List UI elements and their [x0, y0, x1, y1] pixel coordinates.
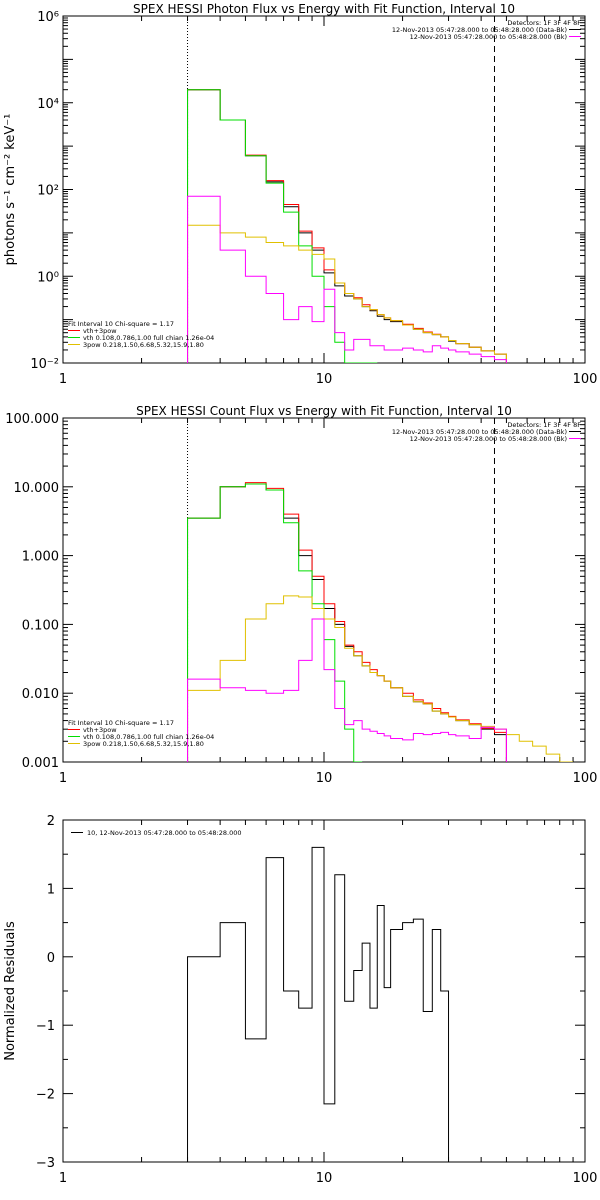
y-tick-label: 1.000: [22, 550, 59, 565]
legend-fit-header: Fit Interval 10 Chi-square = 1.17: [68, 320, 174, 328]
series-3pow: [187, 595, 574, 762]
series-vth: [187, 483, 363, 762]
y-tick-label: 10⁻²: [30, 357, 59, 372]
x-tick-label: 1: [59, 1171, 67, 1186]
x-tick-label: 1: [59, 771, 67, 786]
legend-fit-entry: vth 0.108,0.786,1.00 full chian 1.26e-04: [83, 334, 214, 342]
y-axis-label: photons s⁻¹ cm⁻² keV⁻¹: [3, 114, 18, 266]
legend-fit-header: Fit Interval 10 Chi-square = 1.17: [68, 719, 174, 727]
legend-fit-entry: 3pow 0.218,1.50,6.68,5.32,15.9,1.80: [83, 341, 204, 349]
y-tick-label: 2: [47, 814, 55, 829]
y-tick-label: 0.001: [22, 756, 59, 771]
x-tick-label: 100: [573, 372, 598, 387]
y-tick-label: 1: [47, 882, 55, 897]
y-tick-label: 0: [47, 951, 55, 966]
legend-fit-entry: 3pow 0.218,1.50,6.68,5.32,15.9,1.80: [83, 740, 204, 748]
series-bk: [187, 618, 507, 762]
series-vth: [187, 89, 378, 363]
series-vth-3pow: [187, 89, 507, 363]
y-tick-label: 100.000: [5, 412, 59, 427]
legend-fit-entry: vth+3pow: [83, 726, 117, 734]
y-tick-label: 0.100: [22, 618, 59, 633]
x-tick-label: 1: [59, 372, 67, 387]
chart-title: SPEX HESSI Photon Flux vs Energy with Fi…: [133, 2, 515, 16]
legend-fit-entry: vth 0.108,0.786,1.00 full chian 1.26e-04: [83, 733, 214, 741]
residuals-panel: 1 10 100 −3 −2 −1 0 1 2 Normalized Residuals 10, 1…: [3, 814, 597, 1186]
legend-entry: 12-Nov-2013 05:47:28.000 to 05:48:28.000…: [410, 435, 567, 443]
series-group: [187, 846, 450, 1162]
photon-flux-panel: SPEX HESSI Photon Flux vs Energy with Fi…: [3, 2, 597, 387]
y-axis-label: Normalized Residuals: [3, 921, 18, 1061]
y-tick-label: −1: [36, 1019, 55, 1034]
series-group: [187, 482, 574, 762]
x-tick-label: 10: [316, 372, 333, 387]
legend-fit-entry: vth+3pow: [83, 327, 117, 335]
y-tick-label: 0.010: [22, 687, 59, 702]
y-tick-label: 10²: [37, 184, 59, 199]
x-tick-label: 10: [316, 771, 333, 786]
y-tick-label: −3: [36, 1156, 55, 1171]
y-tick-label: 10⁶: [37, 10, 59, 25]
legend-entry: 10, 12-Nov-2013 05:47:28.000 to 05:48:28…: [87, 829, 241, 837]
legend-entry: 12-Nov-2013 05:47:28.000 to 05:48:28.000…: [410, 33, 567, 41]
series-residuals: [187, 846, 450, 1162]
y-tick-label: −2: [36, 1088, 55, 1103]
series-3pow: [187, 224, 507, 363]
x-tick-label: 100: [573, 771, 598, 786]
legend-detectors: Detectors: 1F 3F 4F 8F: [507, 421, 581, 429]
legend-entry: 12-Nov-2013 05:47:28.000 to 05:48:28.000…: [392, 428, 567, 436]
series-bk: [187, 195, 507, 363]
y-tick-label: 10⁴: [37, 97, 59, 112]
chart-title: SPEX HESSI Count Flux vs Energy with Fit…: [136, 404, 512, 418]
x-tick-label: 100: [573, 1171, 598, 1186]
y-tick-label: 10⁰: [37, 270, 59, 285]
x-tick-label: 10: [316, 1171, 333, 1186]
series-group: [187, 89, 507, 363]
y-tick-label: 10.000: [14, 481, 60, 496]
series-data-bk: [187, 89, 507, 363]
count-flux-panel: SPEX HESSI Count Flux vs Energy with Fit…: [5, 404, 597, 786]
legend-detectors: Detectors: 1F 3F 4F 8F: [507, 19, 581, 27]
legend-entry: 12-Nov-2013 05:47:28.000 to 05:48:28.000…: [392, 26, 567, 34]
